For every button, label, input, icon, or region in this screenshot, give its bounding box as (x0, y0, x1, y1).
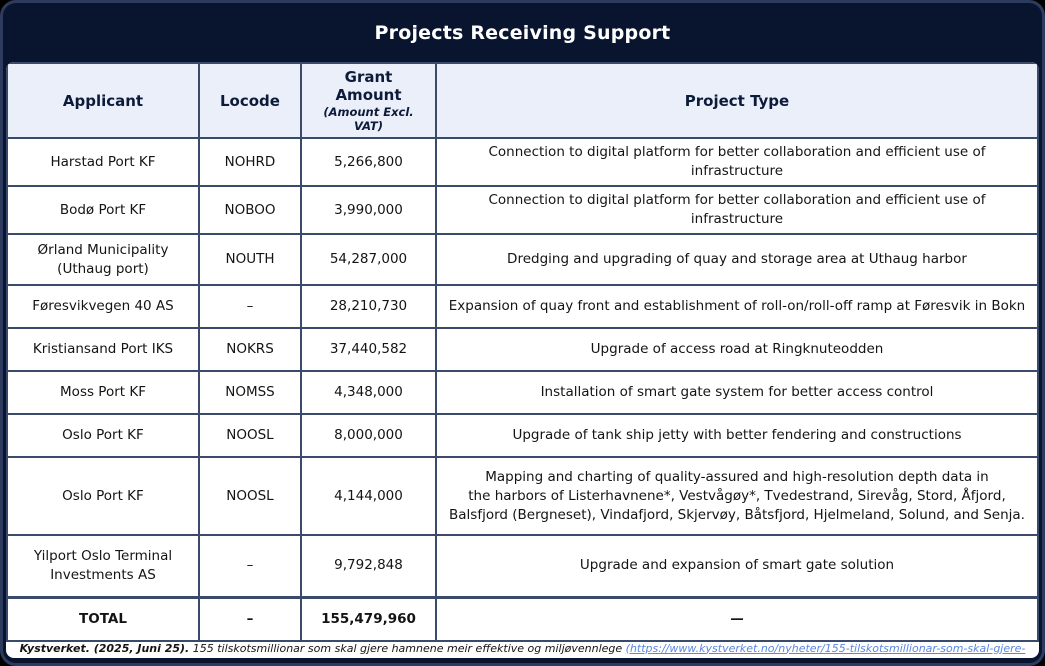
locode-cell: NOUTH (198, 233, 302, 286)
table-row: Moss Port KF NOMSS 4,348,000 Installatio… (6, 370, 1039, 415)
locode-cell: – (198, 284, 302, 329)
total-label-cell: TOTAL (6, 595, 200, 642)
amount-cell: 8,000,000 (300, 413, 437, 458)
column-header-applicant: Applicant (6, 62, 200, 139)
project-cell: Expansion of quay front and establishmen… (435, 284, 1039, 329)
amount-cell: 4,144,000 (300, 456, 437, 536)
amount-cell: 28,210,730 (300, 284, 437, 329)
citation-link[interactable]: (https://www.kystverket.no/nyheter/155-t… (403, 641, 1026, 659)
applicant-cell: Bodø Port KF (6, 185, 200, 235)
title-band: Projects Receiving Support (3, 3, 1042, 62)
applicant-cell: Yilport Oslo Terminal Investments AS (6, 534, 200, 598)
project-cell: Dredging and upgrading of quay and stora… (435, 233, 1039, 286)
locode-cell: NOOSL (198, 413, 302, 458)
amount-cell: 5,266,800 (300, 137, 437, 187)
table-row: Harstad Port KF NOHRD 5,266,800 Connecti… (6, 137, 1039, 187)
header-row: Applicant Locode Grant Amount (Amount Ex… (6, 62, 1039, 139)
page-title: Projects Receiving Support (374, 21, 671, 44)
project-cell: Connection to digital platform for bette… (435, 137, 1039, 187)
applicant-cell: Kristiansand Port IKS (6, 327, 200, 372)
applicant-cell: Oslo Port KF (6, 456, 200, 536)
citation-text: 155 tilskotsmillionar som skal gjere ham… (192, 641, 626, 655)
amount-cell: 9,792,848 (300, 534, 437, 598)
citation-source: Kystverket. (2025, Juni 25). (19, 641, 190, 655)
project-cell: Upgrade and expansion of smart gate solu… (435, 534, 1039, 598)
citation-line-1: Kystverket. (2025, Juni 25). 155 tilskot… (6, 642, 1039, 659)
amount-cell: 37,440,582 (300, 327, 437, 372)
project-cell: Mapping and charting of quality-assured … (435, 456, 1039, 536)
locode-cell: NOHRD (198, 137, 302, 187)
total-row: TOTAL – 155,479,960 — (6, 595, 1039, 642)
footer-citations: Kystverket. (2025, Juni 25). 155 tilskot… (6, 642, 1039, 659)
table-panel: Applicant Locode Grant Amount (Amount Ex… (6, 62, 1039, 658)
applicant-cell: Harstad Port KF (6, 137, 200, 187)
table-row: Oslo Port KF NOOSL 4,144,000 Mapping and… (6, 456, 1039, 536)
total-locode-cell: – (198, 595, 302, 642)
project-cell: Upgrade of tank ship jetty with better f… (435, 413, 1039, 458)
locode-cell: NOBOO (198, 185, 302, 235)
table-row: Oslo Port KF NOOSL 8,000,000 Upgrade of … (6, 413, 1039, 458)
project-cell: Installation of smart gate system for be… (435, 370, 1039, 415)
amount-cell: 54,287,000 (300, 233, 437, 286)
table-row: Kristiansand Port IKS NOKRS 37,440,582 U… (6, 327, 1039, 372)
project-cell: Connection to digital platform for bette… (435, 185, 1039, 235)
amount-cell: 4,348,000 (300, 370, 437, 415)
column-header-project-type: Project Type (435, 62, 1039, 139)
column-header-locode: Locode (198, 62, 302, 139)
applicant-cell: Moss Port KF (6, 370, 200, 415)
amount-cell: 3,990,000 (300, 185, 437, 235)
table-row: Føresvikvegen 40 AS – 28,210,730 Expansi… (6, 284, 1039, 329)
total-project-cell: — (435, 595, 1039, 642)
table-row: Yilport Oslo Terminal Investments AS – 9… (6, 534, 1039, 598)
total-amount-cell: 155,479,960 (300, 595, 437, 642)
projects-table: Applicant Locode Grant Amount (Amount Ex… (6, 62, 1039, 642)
vat-note: (Amount Excl. VAT) (323, 105, 414, 133)
locode-cell: NOOSL (198, 456, 302, 536)
locode-cell: NOMSS (198, 370, 302, 415)
applicant-cell: Ørland Municipality (Uthaug port) (6, 233, 200, 286)
grant-amount-label: Grant Amount (335, 68, 402, 104)
project-cell: Upgrade of access road at Ringknuteodden (435, 327, 1039, 372)
applicant-cell: Føresvikvegen 40 AS (6, 284, 200, 329)
table-row: Bodø Port KF NOBOO 3,990,000 Connection … (6, 185, 1039, 235)
column-header-grant-amount: Grant Amount (Amount Excl. VAT) (300, 62, 437, 139)
locode-cell: NOKRS (198, 327, 302, 372)
applicant-cell: Oslo Port KF (6, 413, 200, 458)
table-row: Ørland Municipality (Uthaug port) NOUTH … (6, 233, 1039, 286)
locode-cell: – (198, 534, 302, 598)
